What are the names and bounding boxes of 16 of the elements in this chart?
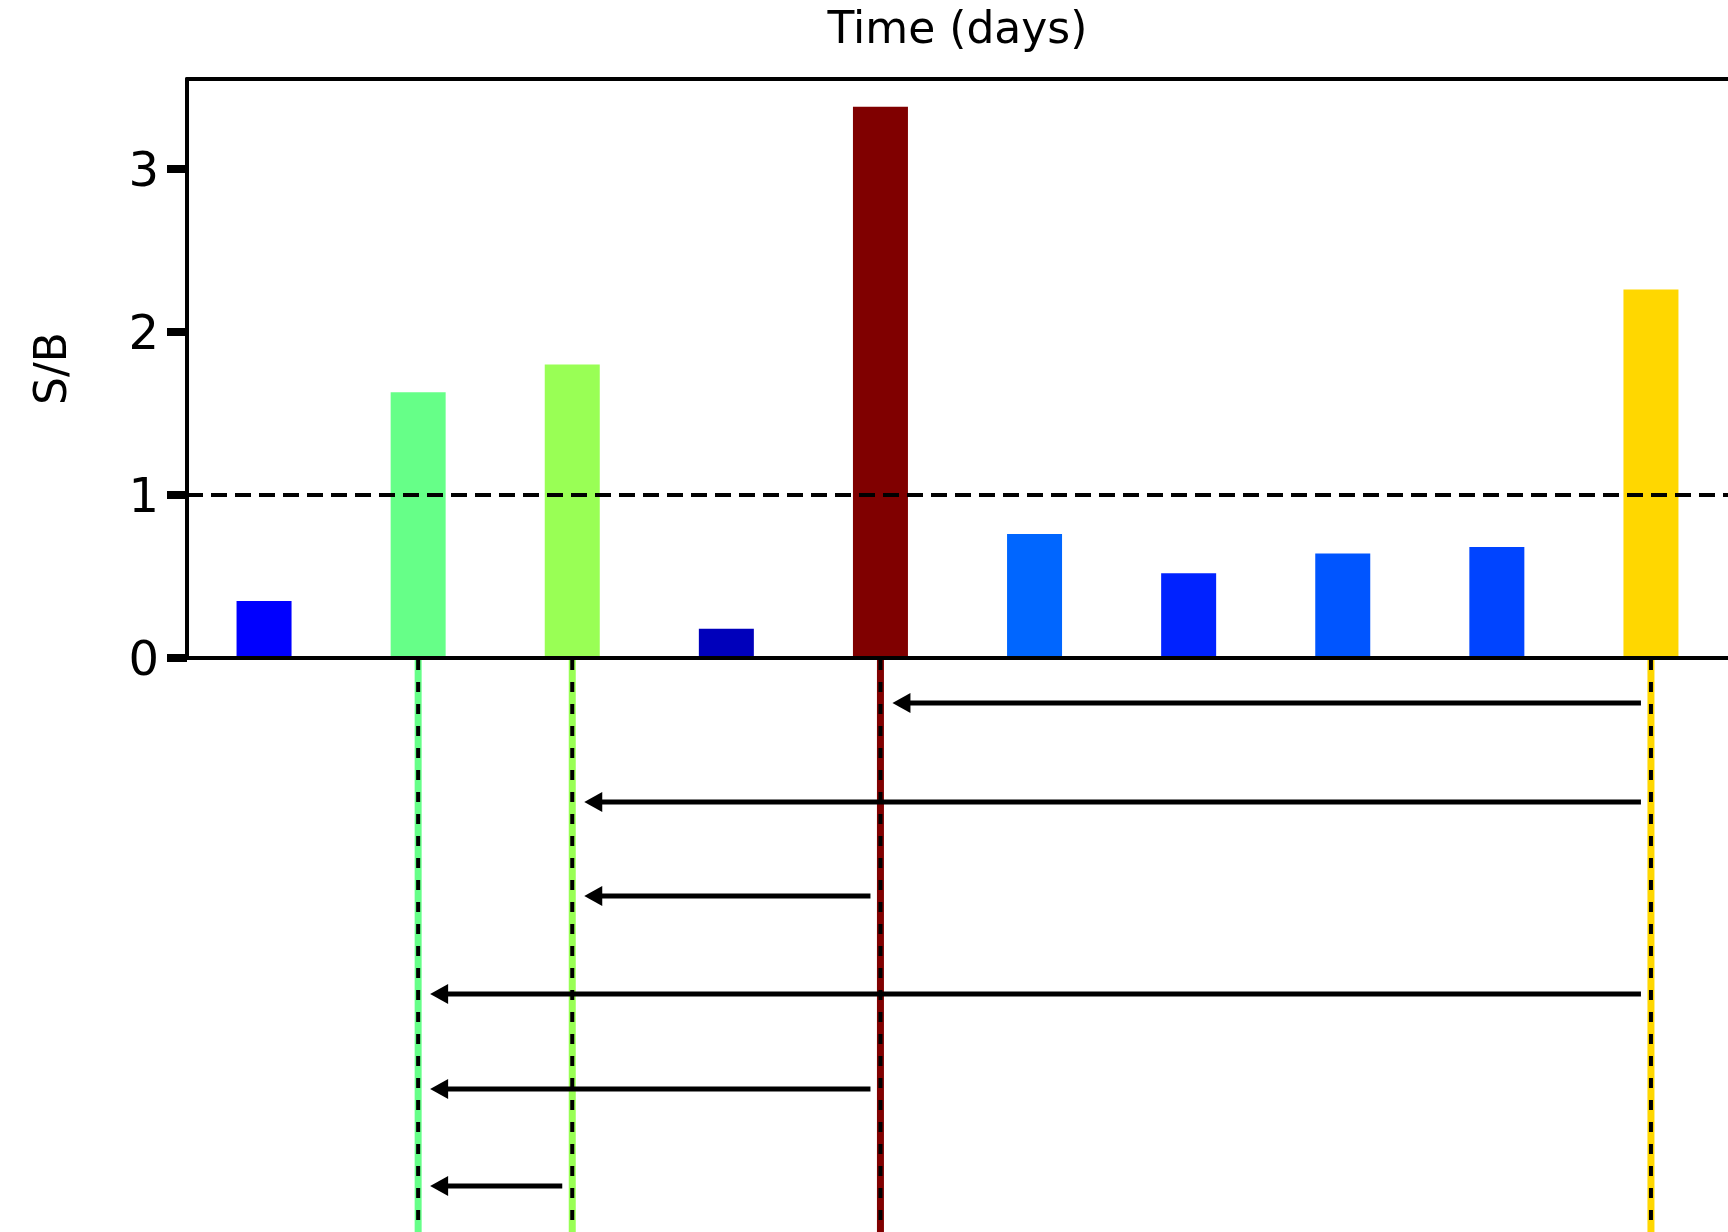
bar <box>1469 547 1525 658</box>
y-axis-title: S/B <box>24 332 76 405</box>
y-tick-label: 1 <box>128 466 159 523</box>
bar <box>698 628 754 658</box>
x-axis-title: Time (days) <box>826 1 1088 53</box>
y-tick-label: 0 <box>128 630 159 686</box>
bar <box>236 600 292 658</box>
bar <box>1007 534 1063 658</box>
bar <box>852 106 908 658</box>
bar <box>1623 289 1679 658</box>
bar <box>1161 573 1217 658</box>
bar <box>390 392 446 658</box>
bar <box>1315 553 1371 658</box>
y-tick-label: 2 <box>128 303 159 360</box>
bar <box>544 364 600 658</box>
y-tick-label: 3 <box>128 140 159 197</box>
